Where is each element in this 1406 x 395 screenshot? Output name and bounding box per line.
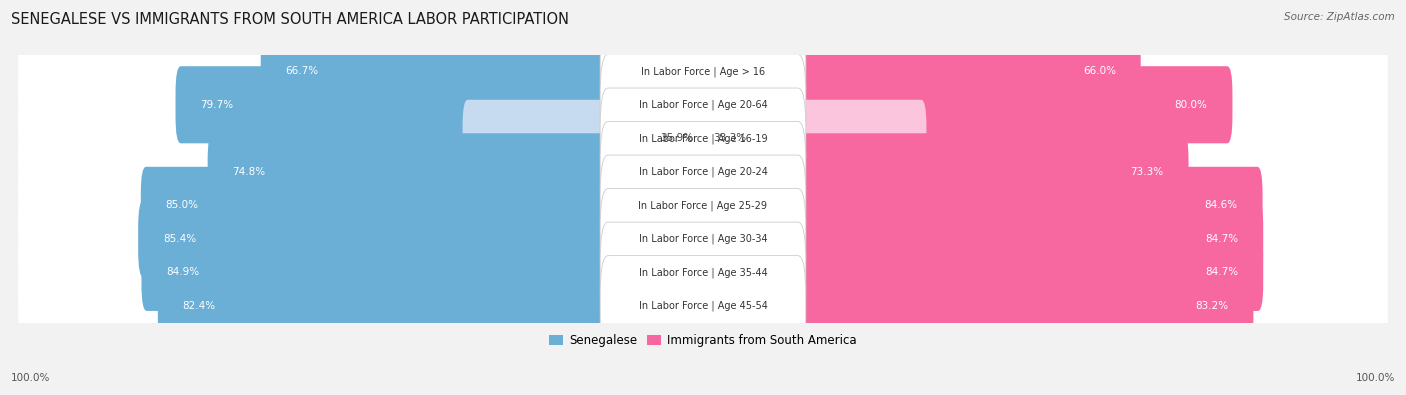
FancyBboxPatch shape	[697, 66, 1233, 143]
FancyBboxPatch shape	[18, 208, 1388, 337]
Text: 100.0%: 100.0%	[1355, 373, 1395, 383]
FancyBboxPatch shape	[600, 256, 806, 356]
FancyBboxPatch shape	[600, 122, 806, 222]
Text: 82.4%: 82.4%	[183, 301, 217, 311]
FancyBboxPatch shape	[176, 66, 709, 143]
FancyBboxPatch shape	[600, 222, 806, 323]
Text: 85.4%: 85.4%	[163, 234, 197, 244]
Text: 74.8%: 74.8%	[232, 167, 266, 177]
Text: In Labor Force | Age > 16: In Labor Force | Age > 16	[641, 66, 765, 77]
FancyBboxPatch shape	[18, 108, 1388, 236]
Text: 100.0%: 100.0%	[11, 373, 51, 383]
FancyBboxPatch shape	[463, 100, 709, 177]
Text: 83.2%: 83.2%	[1195, 301, 1229, 311]
FancyBboxPatch shape	[697, 100, 927, 177]
FancyBboxPatch shape	[600, 188, 806, 289]
FancyBboxPatch shape	[697, 33, 1140, 110]
Text: 33.3%: 33.3%	[713, 133, 747, 143]
Text: 35.9%: 35.9%	[659, 133, 693, 143]
FancyBboxPatch shape	[600, 88, 806, 188]
FancyBboxPatch shape	[18, 242, 1388, 370]
Text: 80.0%: 80.0%	[1174, 100, 1208, 110]
Text: In Labor Force | Age 20-64: In Labor Force | Age 20-64	[638, 100, 768, 110]
FancyBboxPatch shape	[697, 133, 1188, 211]
Text: 85.0%: 85.0%	[166, 200, 198, 211]
FancyBboxPatch shape	[18, 175, 1388, 303]
FancyBboxPatch shape	[141, 167, 709, 244]
FancyBboxPatch shape	[697, 267, 1253, 344]
Text: In Labor Force | Age 20-24: In Labor Force | Age 20-24	[638, 167, 768, 177]
Text: In Labor Force | Age 25-29: In Labor Force | Age 25-29	[638, 200, 768, 211]
Text: Source: ZipAtlas.com: Source: ZipAtlas.com	[1284, 12, 1395, 22]
Text: In Labor Force | Age 45-54: In Labor Force | Age 45-54	[638, 301, 768, 311]
FancyBboxPatch shape	[157, 267, 709, 344]
Text: 66.0%: 66.0%	[1083, 66, 1116, 76]
FancyBboxPatch shape	[18, 74, 1388, 202]
Text: In Labor Force | Age 30-34: In Labor Force | Age 30-34	[638, 233, 768, 244]
Text: 84.9%: 84.9%	[166, 267, 200, 277]
FancyBboxPatch shape	[142, 234, 709, 311]
FancyBboxPatch shape	[138, 200, 709, 277]
Text: 79.7%: 79.7%	[201, 100, 233, 110]
FancyBboxPatch shape	[600, 21, 806, 122]
FancyBboxPatch shape	[600, 55, 806, 155]
FancyBboxPatch shape	[697, 167, 1263, 244]
Text: In Labor Force | Age 35-44: In Labor Force | Age 35-44	[638, 267, 768, 278]
FancyBboxPatch shape	[697, 234, 1263, 311]
FancyBboxPatch shape	[18, 141, 1388, 269]
FancyBboxPatch shape	[18, 41, 1388, 169]
FancyBboxPatch shape	[18, 7, 1388, 135]
Text: 84.6%: 84.6%	[1205, 200, 1237, 211]
Text: 66.7%: 66.7%	[285, 66, 319, 76]
Text: 84.7%: 84.7%	[1205, 267, 1239, 277]
Text: SENEGALESE VS IMMIGRANTS FROM SOUTH AMERICA LABOR PARTICIPATION: SENEGALESE VS IMMIGRANTS FROM SOUTH AMER…	[11, 12, 569, 27]
FancyBboxPatch shape	[260, 33, 709, 110]
Legend: Senegalese, Immigrants from South America: Senegalese, Immigrants from South Americ…	[544, 329, 862, 352]
FancyBboxPatch shape	[697, 200, 1263, 277]
FancyBboxPatch shape	[208, 133, 709, 211]
Text: In Labor Force | Age 16-19: In Labor Force | Age 16-19	[638, 133, 768, 143]
Text: 84.7%: 84.7%	[1205, 234, 1239, 244]
FancyBboxPatch shape	[600, 155, 806, 256]
Text: 73.3%: 73.3%	[1130, 167, 1164, 177]
